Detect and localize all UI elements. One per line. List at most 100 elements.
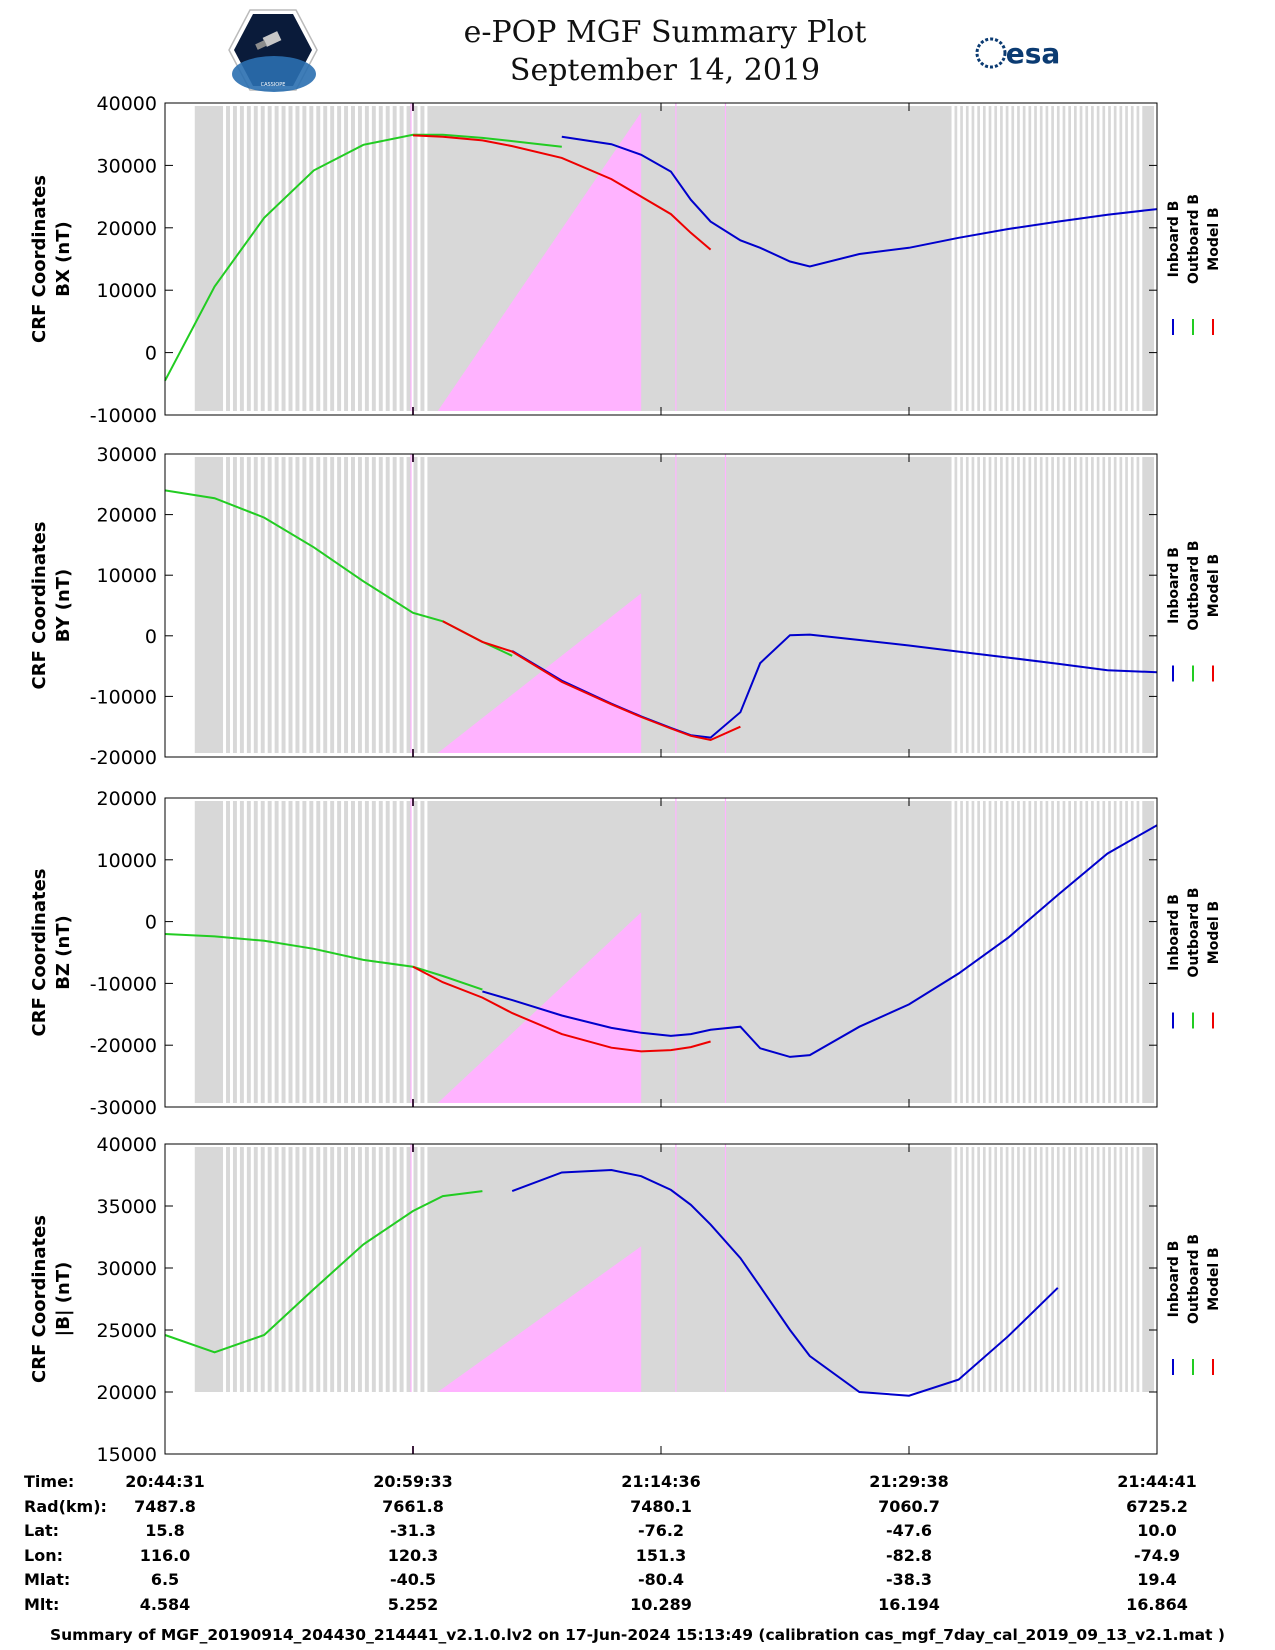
footer-caption: Summary of MGF_20190914_204430_214441_v2… (49, 1626, 1226, 1644)
y-tick-label: 30000 (97, 1258, 157, 1280)
data-gap-stripe (313, 801, 317, 1103)
info-row-value: 6725.2 (1126, 1496, 1188, 1516)
data-gap-stripe (264, 801, 268, 1103)
data-gap-stripe (223, 106, 227, 411)
info-row-value: 7661.8 (382, 1496, 444, 1516)
y-tick-label: 15000 (97, 1444, 157, 1466)
data-gap-stripe (327, 1147, 331, 1392)
data-gap-stripe (1082, 106, 1086, 411)
data-gap-stripe (410, 106, 414, 411)
data-gap-stripe (348, 1147, 352, 1392)
data-gap-stripe (1025, 457, 1029, 753)
info-row-value: 21:44:41 (1117, 1472, 1197, 1491)
data-gap-stripe (1127, 106, 1131, 411)
data-gap-stripe (1116, 457, 1120, 753)
data-gap-stripe (424, 457, 428, 753)
data-gap-stripe (1105, 457, 1109, 753)
cassiope-logo: CASSIOPE (228, 9, 318, 92)
data-gap-stripe (1014, 801, 1018, 1103)
plot-date: September 14, 2019 (509, 53, 821, 88)
y-axis-label-line2: BZ (nT) (53, 915, 74, 990)
data-gap-stripe (236, 106, 240, 411)
y-axis-label-line2: |B| (nT) (53, 1262, 74, 1337)
data-gap-stripe (299, 1147, 303, 1392)
data-gap-stripe (292, 106, 296, 411)
data-gap-stripe (1019, 801, 1023, 1103)
data-gap-stripe (341, 801, 345, 1103)
info-row-value: 7487.8 (134, 1496, 196, 1516)
data-gap-stripe (257, 801, 261, 1103)
legend-label: Outboard B (1186, 1234, 1202, 1324)
data-gap-stripe (1048, 1147, 1052, 1392)
data-gap-stripe (1048, 801, 1052, 1103)
legend-label: Model B (1206, 207, 1222, 270)
data-gap-stripe (382, 457, 386, 753)
data-gap-stripe (250, 457, 254, 753)
data-gap-stripe (382, 1147, 386, 1392)
data-gap-stripe (1071, 1147, 1075, 1392)
info-row-value: -76.2 (637, 1521, 685, 1540)
info-row-value: 4.584 (139, 1594, 191, 1614)
data-gap-stripe (403, 801, 407, 1103)
data-gap-stripe (327, 457, 331, 753)
info-row-value: 20:44:31 (125, 1472, 205, 1491)
data-gap-stripe (985, 1147, 989, 1392)
data-gap-stripe (257, 457, 261, 753)
data-gap-stripe (1093, 801, 1097, 1103)
data-gap-stripe (1065, 457, 1069, 753)
data-gap-stripe (1008, 1147, 1012, 1392)
data-gap-stripe (991, 457, 995, 753)
data-gap-stripe (306, 457, 310, 753)
data-gap-stripe (1076, 1147, 1080, 1392)
data-gap-stripe (1099, 801, 1103, 1103)
data-gap-stripe (1133, 801, 1137, 1103)
data-gap-stripe (1059, 801, 1063, 1103)
data-gap-stripe (957, 1147, 961, 1392)
data-gap-stripe (974, 1147, 978, 1392)
data-gap-stripe (396, 801, 400, 1103)
data-gap-stripe (951, 106, 955, 411)
data-gap-stripe (327, 106, 331, 411)
series-line-model-b (412, 965, 711, 1053)
data-gap-stripe (1065, 801, 1069, 1103)
data-gap-stripe (1099, 106, 1103, 411)
data-gap-stripe (403, 457, 407, 753)
series-line-model-b (412, 134, 712, 251)
info-row-value: 120.3 (387, 1545, 439, 1565)
plot-title: e-POP MGF Summary Plot (463, 15, 867, 50)
data-gap-stripe (997, 457, 1001, 753)
data-gap-stripe (1110, 801, 1114, 1103)
data-gap-stripe (957, 106, 961, 411)
data-gap-stripe (1048, 457, 1052, 753)
info-row-value: 15.8 (145, 1521, 185, 1540)
data-gap-stripe (997, 1147, 1001, 1392)
magenta-triangle (437, 112, 642, 412)
data-gap-stripe (417, 1147, 421, 1392)
data-gap-stripe (1008, 106, 1012, 411)
data-gap-stripe (1025, 1147, 1029, 1392)
data-gap-stripe (236, 457, 240, 753)
data-gap-stripe (985, 106, 989, 411)
data-gap-stripe (1116, 801, 1120, 1103)
data-gap-stripe (341, 106, 345, 411)
y-tick-label: 30000 (97, 155, 157, 177)
data-gap-stripe (341, 457, 345, 753)
info-row-label: Mlat: (24, 1570, 71, 1589)
data-gap-stripe (1048, 106, 1052, 411)
data-gap-stripe (354, 106, 358, 411)
data-gap-stripe (229, 106, 233, 411)
y-tick-label: 20000 (97, 788, 157, 810)
series-line-model-b (442, 620, 741, 742)
data-gap-stripe (354, 1147, 358, 1392)
data-gap-stripe (271, 457, 275, 753)
data-gap-stripe (396, 1147, 400, 1392)
data-gap-stripe (1082, 1147, 1086, 1392)
y-axis-label-line2: BY (nT) (53, 569, 74, 643)
data-gap-stripe (1053, 106, 1057, 411)
info-row-value: 7060.7 (878, 1496, 940, 1516)
legend-label: Inboard B (1166, 547, 1182, 624)
info-row-value: -47.6 (885, 1521, 933, 1540)
data-gap-stripe (1093, 1147, 1097, 1392)
info-row-value: 20:59:33 (373, 1472, 453, 1491)
